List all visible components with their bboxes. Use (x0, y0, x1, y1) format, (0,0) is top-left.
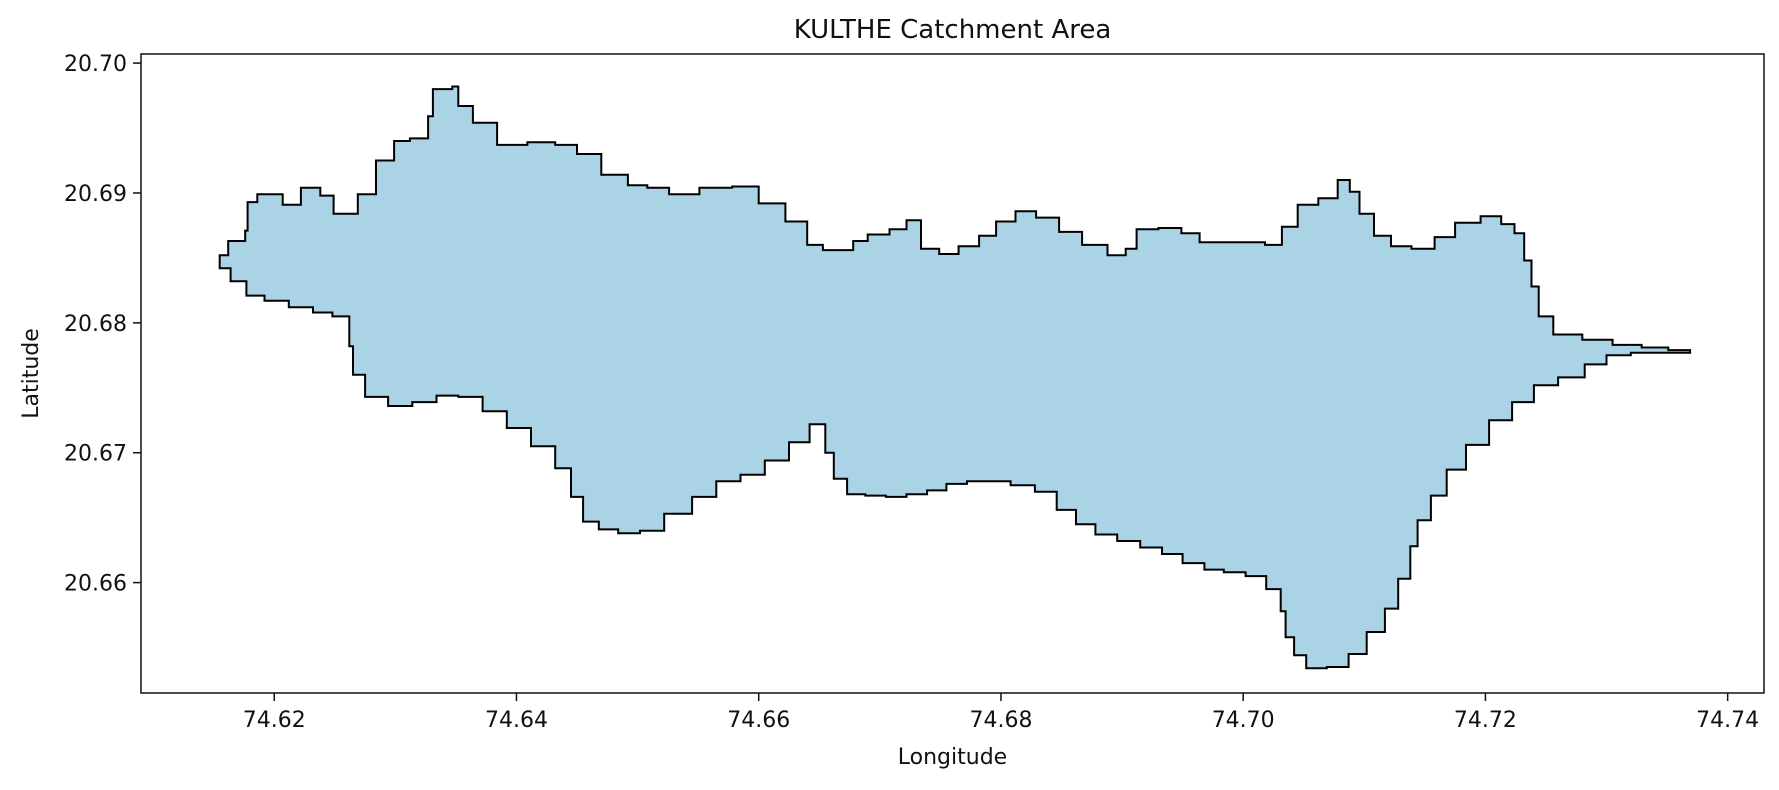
axes-frame (140, 53, 1765, 694)
x-tick-label: 74.68 (969, 708, 1032, 733)
x-tick-label: 74.62 (243, 708, 306, 733)
plot-area (218, 85, 1692, 670)
y-axis-label: Latitude (19, 328, 44, 419)
x-tick-label: 74.74 (1696, 708, 1759, 733)
y-tick-label: 20.70 (64, 52, 127, 77)
y-tick-label: 20.67 (64, 442, 127, 467)
y-axis-ticks: 20.66 20.67 20.68 20.69 20.70 (64, 52, 141, 597)
y-tick-label: 20.66 (64, 572, 127, 597)
chart-title: KULTHE Catchment Area (794, 15, 1112, 45)
y-tick-label: 20.68 (64, 312, 127, 337)
x-tick-label: 74.64 (485, 708, 548, 733)
x-tick-label: 74.66 (727, 708, 790, 733)
x-axis-label: Longitude (898, 745, 1007, 770)
x-tick-label: 74.70 (1212, 708, 1275, 733)
x-tick-label: 74.72 (1454, 708, 1517, 733)
y-tick-label: 20.69 (64, 182, 127, 207)
catchment-polygon (218, 85, 1692, 670)
x-axis-ticks: 74.62 74.64 74.66 74.68 74.70 74.72 74.74 (243, 693, 1759, 733)
